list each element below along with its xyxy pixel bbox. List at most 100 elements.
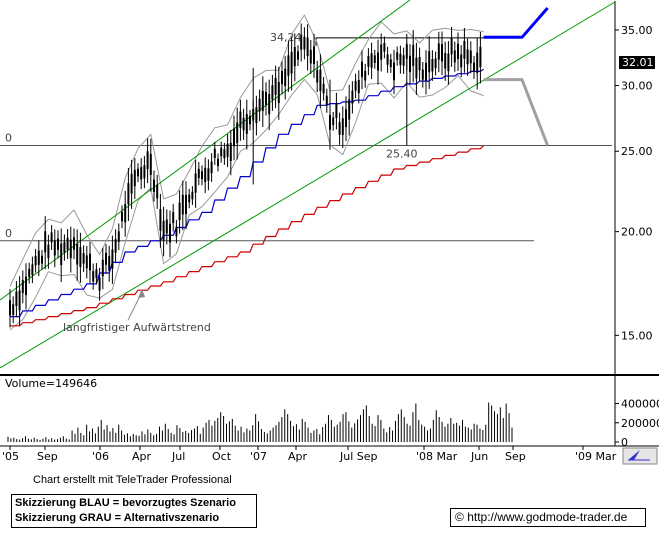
price-candle-body	[111, 249, 114, 269]
price-candle-body	[338, 122, 341, 135]
price-candle-body	[428, 51, 431, 73]
resistance-label: 34,24	[270, 31, 302, 44]
price-candle-body	[143, 165, 146, 179]
price-candle-body	[415, 57, 418, 79]
price-candle-body	[15, 291, 18, 307]
price-candle-body	[265, 91, 267, 106]
price-candle-body	[85, 255, 88, 269]
band-upper	[9, 14, 484, 287]
price-candle-body	[399, 53, 402, 66]
price-candle-body	[389, 59, 392, 68]
price-candle-body	[361, 61, 363, 78]
price-candle-body	[50, 232, 53, 243]
price-candle-body	[31, 264, 34, 275]
support-label: 25.40	[386, 148, 418, 161]
price-candle-body	[194, 173, 197, 193]
price-candle-body	[441, 44, 443, 62]
source-link[interactable]: © http://www.godmode-trader.de	[450, 508, 646, 527]
price-candle-body	[121, 212, 123, 222]
price-candle-body	[175, 226, 178, 237]
y-tick-label: 20.00	[621, 226, 653, 239]
volume-label: Volume=149646	[5, 377, 97, 390]
price-candle-body	[223, 149, 226, 159]
price-candle-body	[165, 219, 168, 234]
price-candle-body	[437, 43, 440, 60]
price-candle-body	[213, 148, 216, 158]
price-candle-body	[181, 194, 184, 215]
price-candle-body	[351, 90, 354, 104]
price-candle-body	[281, 71, 283, 85]
price-candle-body	[53, 240, 56, 256]
price-candle-body	[185, 194, 187, 215]
price-candle-body	[386, 54, 389, 65]
price-candle-body	[146, 151, 149, 170]
price-candle-body	[226, 143, 229, 157]
price-candle-body	[133, 169, 136, 187]
scroll-right-icon[interactable]	[622, 447, 658, 465]
price-candle-body	[229, 142, 232, 162]
price-candle-body	[380, 44, 383, 60]
price-candle-body	[44, 231, 47, 253]
price-candle-body	[300, 34, 303, 50]
price-candle-body	[479, 46, 482, 68]
price-candle-body	[79, 247, 82, 268]
price-candle-body	[34, 255, 37, 266]
price-candle-body	[316, 69, 319, 83]
trend-channel-lower	[0, 1, 616, 369]
price-candle-body	[341, 118, 344, 136]
price-candle-body	[466, 49, 469, 65]
price-candle-body	[159, 209, 162, 231]
price-candle-body	[114, 239, 117, 253]
price-candle-body	[95, 269, 98, 278]
price-candle-body	[457, 43, 459, 60]
y-tick-label: 35.00	[621, 24, 653, 37]
price-candle-body	[409, 55, 411, 73]
chart-credit: Chart erstellt mit TeleTrader Profession…	[33, 474, 232, 486]
legend-gray-text: Skizzierung GRAU = Alternativszenario	[15, 512, 220, 524]
price-candle-body	[425, 62, 427, 81]
price-candle-body	[345, 109, 347, 128]
x-tick-label: Apr	[132, 450, 152, 463]
price-candle-body	[469, 50, 472, 64]
volume-tick-label: 400000	[621, 398, 659, 411]
price-candle-body	[364, 70, 367, 81]
price-candle-body	[396, 52, 399, 60]
price-candle-body	[188, 194, 191, 203]
volume-tick-label: 0	[621, 436, 628, 449]
price-candle-body	[271, 85, 274, 100]
price-candle-body	[101, 259, 104, 277]
price-candle-body	[335, 103, 338, 119]
price-candle-body	[277, 81, 280, 104]
price-candle-body	[268, 94, 271, 115]
x-tick-label: Sep	[505, 450, 526, 463]
price-candle-body	[41, 255, 43, 264]
price-candle-body	[178, 202, 181, 221]
price-candle-body	[309, 49, 312, 64]
price-candle-body	[460, 54, 463, 68]
price-candle-body	[197, 168, 200, 179]
price-candle-body	[37, 250, 40, 265]
price-candle-body	[66, 237, 69, 250]
current-price-label: 32.01	[622, 56, 654, 69]
price-candle-body	[117, 231, 120, 242]
price-candle-body	[412, 44, 415, 66]
price-candle-body	[18, 290, 21, 311]
price-candle-body	[322, 83, 325, 94]
price-candle-body	[393, 62, 395, 81]
x-tick-label: Apr	[288, 450, 308, 463]
y-tick-label: 15.00	[621, 329, 653, 342]
price-candle-body	[25, 276, 27, 296]
x-tick-label: '05	[2, 450, 19, 463]
price-candle-body	[306, 37, 309, 56]
price-candle-body	[149, 153, 152, 175]
price-candle-body	[284, 68, 287, 87]
scenario-gray-path	[483, 78, 549, 147]
price-candle-body	[12, 304, 15, 315]
x-tick-label: Sep	[37, 450, 58, 463]
price-candle-body	[127, 183, 130, 205]
price-candle-body	[255, 107, 258, 124]
trend-channel-upper	[0, 0, 411, 301]
price-candle-body	[274, 77, 277, 95]
price-candle-body	[210, 161, 213, 174]
